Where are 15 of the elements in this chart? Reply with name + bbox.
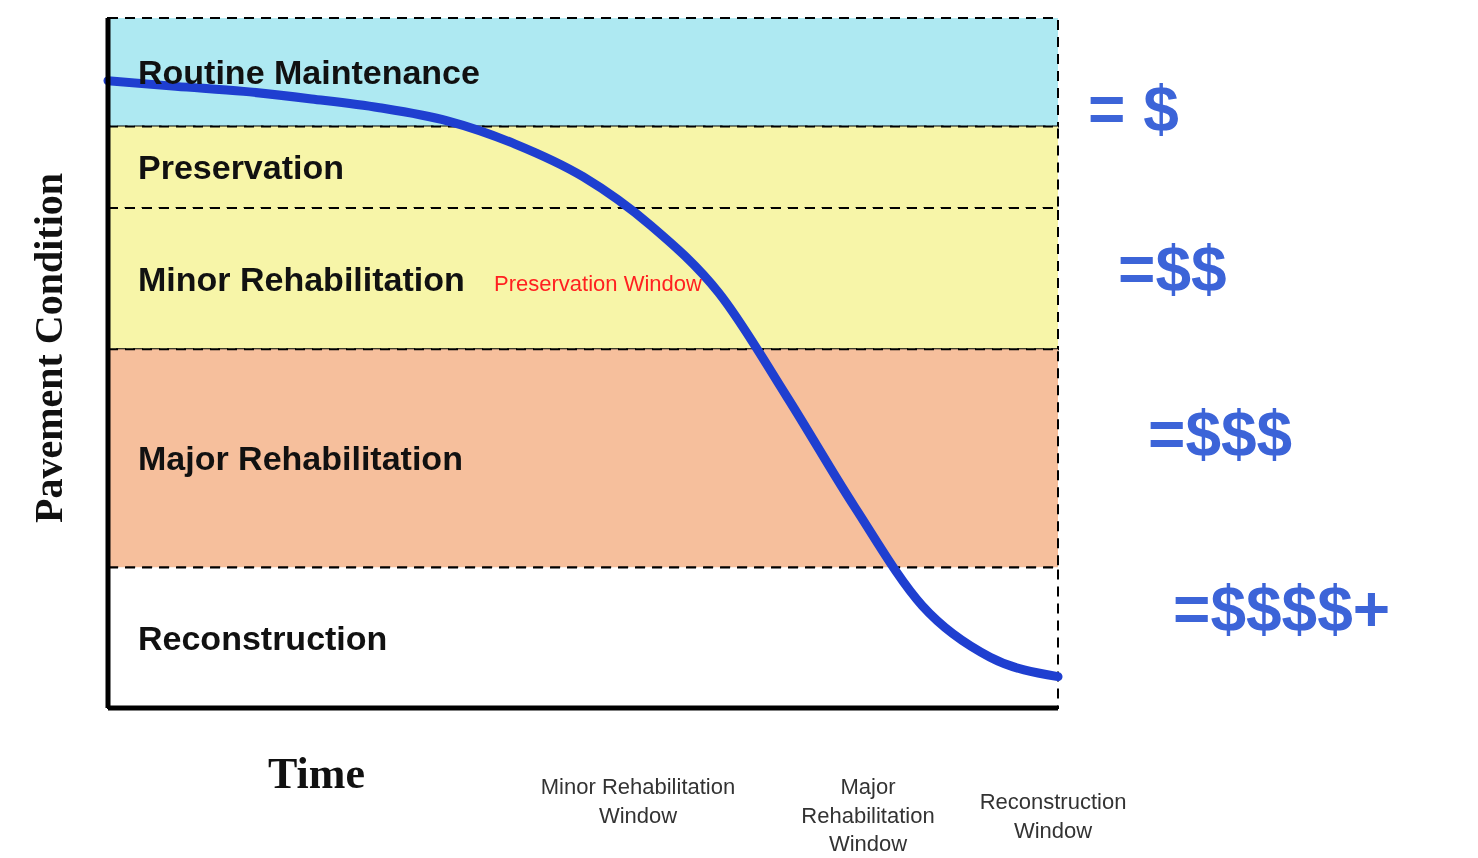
band-label: Routine Maintenance bbox=[138, 53, 480, 92]
text: =$$$ bbox=[1148, 397, 1294, 472]
text: =$$$$+ bbox=[1173, 572, 1392, 647]
y-axis-title: Pavement Condition bbox=[26, 173, 72, 523]
band-label: Major Rehabilitation bbox=[138, 439, 463, 478]
band-label: Reconstruction bbox=[138, 618, 388, 657]
annotation: Preservation Window bbox=[494, 271, 702, 296]
text: Major Rehabilitation Window bbox=[800, 773, 936, 858]
text: = $ bbox=[1088, 72, 1180, 147]
band-label: Preservation bbox=[138, 148, 344, 187]
x-axis-title: Time bbox=[268, 748, 365, 799]
text: Reconstruction Window bbox=[978, 788, 1128, 845]
text: Minor Rehabilitation Window bbox=[539, 773, 737, 830]
band-label: Minor Rehabilitation bbox=[138, 259, 465, 298]
text: =$$ bbox=[1118, 232, 1228, 307]
